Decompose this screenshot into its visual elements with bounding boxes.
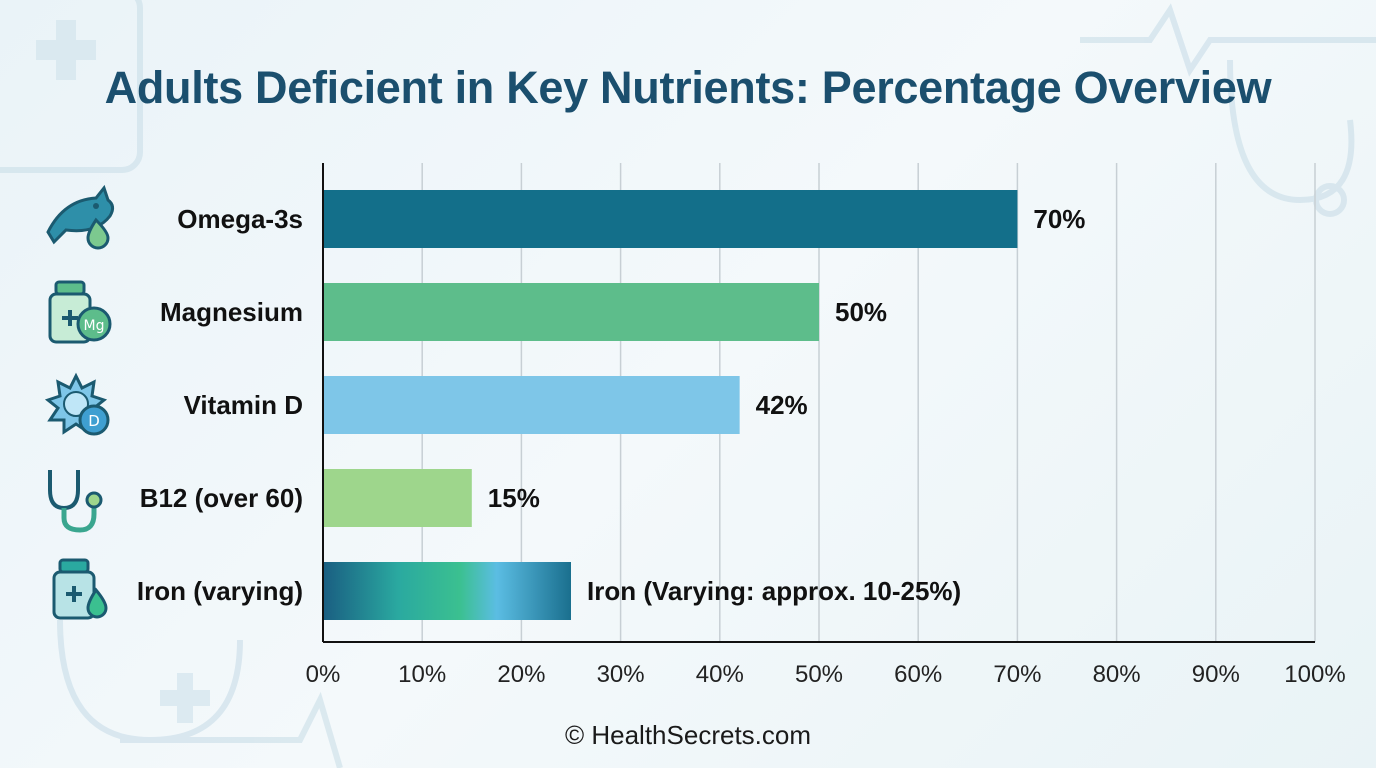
category-label: Iron (varying)	[137, 576, 303, 606]
value-label: 42%	[756, 390, 808, 420]
x-tick-label: 80%	[1093, 661, 1141, 688]
sun-vitamin-d-icon: D	[44, 372, 110, 436]
bar-magnesium	[324, 283, 819, 341]
bar-b12-over-60	[324, 469, 472, 527]
svg-text:Mg: Mg	[84, 318, 105, 334]
magnesium-bottle-icon: Mg	[48, 280, 112, 344]
x-tick-label: 20%	[497, 661, 545, 688]
x-tick-label: 100%	[1284, 661, 1345, 688]
svg-text:D: D	[88, 412, 100, 430]
category-label: Magnesium	[160, 297, 303, 327]
value-label: 15%	[488, 483, 540, 513]
chart-title: Adults Deficient in Key Nutrients: Perce…	[104, 62, 1272, 113]
copyright-footer: © HealthSecrets.com	[564, 720, 812, 750]
x-tick-label: 70%	[993, 661, 1041, 688]
value-label: Iron (Varying: approx. 10-25%)	[587, 576, 961, 606]
x-tick-label: 30%	[597, 661, 645, 688]
bar-omega-3s	[324, 190, 1018, 248]
iron-bottle-icon	[52, 558, 108, 620]
x-tick-label: 0%	[306, 661, 341, 688]
x-tick-label: 90%	[1192, 661, 1240, 688]
category-label: Omega-3s	[177, 204, 303, 234]
category-label: B12 (over 60)	[140, 483, 303, 513]
x-tick-label: 10%	[398, 661, 446, 688]
bar-vitamin-d	[324, 376, 740, 434]
x-tick-label: 40%	[696, 661, 744, 688]
fish-drop-icon	[46, 184, 115, 250]
value-label: 50%	[835, 297, 887, 327]
stethoscope-icon	[48, 470, 103, 533]
x-tick-label: 50%	[795, 661, 843, 688]
value-label: 70%	[1033, 204, 1085, 234]
bar-iron-varying	[324, 562, 571, 620]
category-label: Vitamin D	[184, 390, 303, 420]
x-tick-label: 60%	[894, 661, 942, 688]
